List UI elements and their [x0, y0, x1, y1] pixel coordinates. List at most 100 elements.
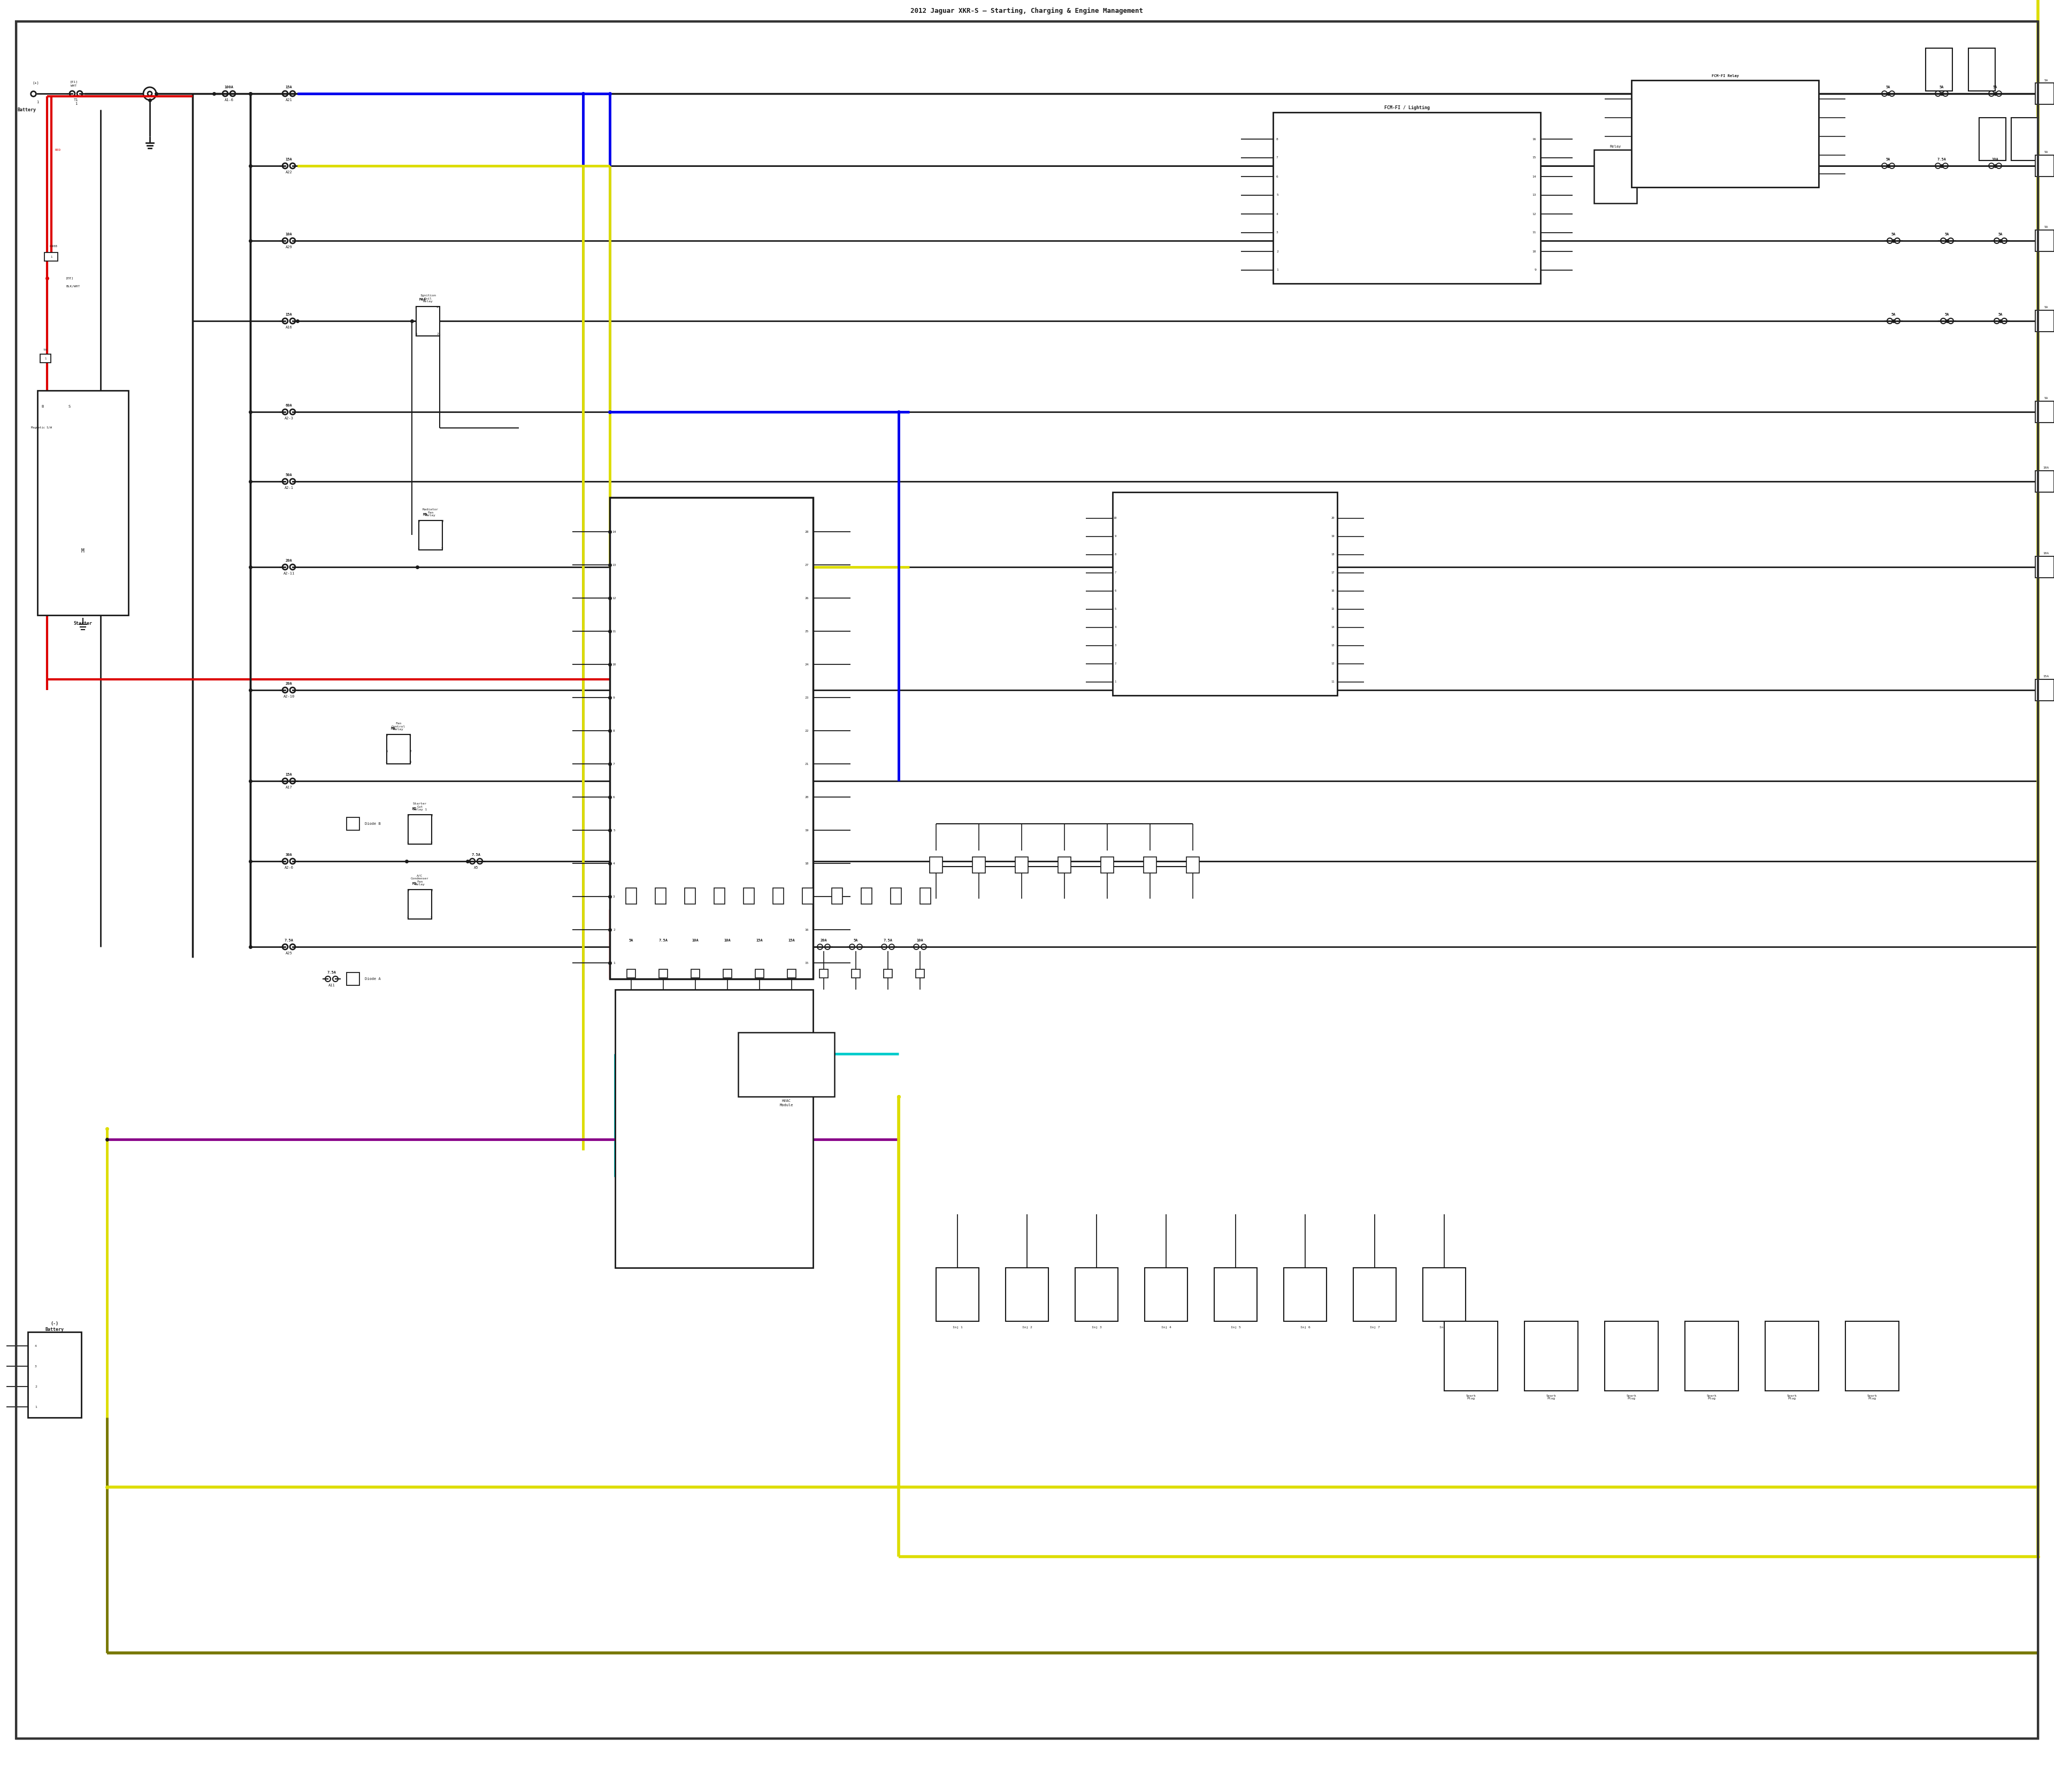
Bar: [1968, 48, 1994, 91]
Bar: [659, 969, 668, 978]
Text: 20: 20: [1331, 518, 1335, 520]
Bar: [45, 253, 58, 262]
Bar: [1006, 1267, 1048, 1321]
Bar: [347, 817, 359, 830]
Text: Inj 1: Inj 1: [953, 1326, 963, 1330]
Bar: [1764, 1321, 1818, 1391]
Text: Starter: Starter: [74, 622, 92, 625]
Bar: [626, 969, 635, 978]
Text: Spark
Plug: Spark Plug: [1787, 1394, 1797, 1400]
Bar: [626, 889, 637, 903]
Bar: [1187, 857, 1200, 873]
Text: 19: 19: [805, 830, 809, 831]
Text: Magnetic S/W: Magnetic S/W: [31, 426, 51, 430]
Text: 14: 14: [1331, 625, 1335, 629]
Bar: [2011, 118, 2038, 161]
Text: Fan
Control
Relay: Fan Control Relay: [392, 722, 405, 731]
Text: A11: A11: [329, 984, 335, 987]
Text: 15A: 15A: [756, 939, 762, 943]
Text: 5A: 5A: [1892, 314, 1896, 315]
Bar: [1844, 1321, 1898, 1391]
Text: [EE]: [EE]: [66, 276, 74, 280]
Bar: [937, 1267, 980, 1321]
Text: 5A: 5A: [2044, 151, 2048, 154]
Text: 5A: 5A: [1992, 86, 1996, 90]
Text: 12: 12: [1532, 213, 1536, 215]
Text: 15A: 15A: [286, 314, 292, 315]
Text: A2-11: A2-11: [283, 572, 294, 575]
Text: Inj 3: Inj 3: [1091, 1326, 1101, 1330]
Text: 10A: 10A: [916, 939, 924, 943]
Text: T1
1: T1 1: [74, 99, 78, 106]
Bar: [2036, 82, 2054, 104]
Bar: [723, 969, 731, 978]
Text: 7.5A: 7.5A: [659, 939, 668, 943]
Bar: [972, 857, 986, 873]
Text: 15A: 15A: [286, 158, 292, 161]
Text: 5A: 5A: [2044, 398, 2048, 400]
Text: [E1]: [E1]: [70, 81, 78, 82]
Bar: [614, 989, 813, 1267]
Text: 5A: 5A: [2044, 226, 2048, 229]
Text: A16: A16: [286, 326, 292, 330]
Bar: [1144, 857, 1156, 873]
Text: 20: 20: [805, 796, 809, 799]
Bar: [1444, 1321, 1497, 1391]
Text: FCM-FI / Lighting: FCM-FI / Lighting: [1384, 106, 1430, 111]
Text: Spark
Plug: Spark Plug: [1707, 1394, 1717, 1400]
Text: A17: A17: [286, 787, 292, 788]
Bar: [2036, 310, 2054, 332]
Text: C408: C408: [49, 246, 58, 247]
Text: 28: 28: [805, 530, 809, 532]
Bar: [690, 969, 700, 978]
Text: Spark
Plug: Spark Plug: [1627, 1394, 1637, 1400]
Text: Inj 5: Inj 5: [1230, 1326, 1241, 1330]
Text: 17: 17: [805, 896, 809, 898]
Text: 60A: 60A: [286, 403, 292, 407]
Text: M3: M3: [413, 882, 417, 885]
Text: Spark
Plug: Spark Plug: [1867, 1394, 1877, 1400]
Text: M8: M8: [390, 728, 396, 729]
Text: 24: 24: [805, 663, 809, 665]
Text: Inj 6: Inj 6: [1300, 1326, 1310, 1330]
Bar: [347, 973, 359, 986]
Bar: [386, 735, 411, 763]
Text: 12: 12: [1331, 663, 1335, 665]
Text: 15A: 15A: [789, 939, 795, 943]
Text: 100A: 100A: [224, 86, 234, 90]
Text: 15: 15: [805, 962, 809, 964]
Text: 5A: 5A: [1892, 233, 1896, 237]
Text: Ignition
Coil
Relay: Ignition Coil Relay: [419, 294, 435, 303]
Text: 1: 1: [37, 100, 39, 104]
Text: 7.5A: 7.5A: [883, 939, 893, 943]
Text: 15A: 15A: [2044, 676, 2050, 677]
Text: B: B: [41, 405, 43, 409]
Text: 10: 10: [1113, 518, 1117, 520]
Bar: [2036, 156, 2054, 177]
Bar: [744, 889, 754, 903]
Text: M44: M44: [419, 297, 425, 301]
Text: 15A: 15A: [286, 772, 292, 776]
Text: 17: 17: [1331, 572, 1335, 573]
Bar: [803, 889, 813, 903]
Text: 16: 16: [1331, 590, 1335, 593]
Bar: [1058, 857, 1070, 873]
Text: 2012 Jaguar XKR-S — Starting, Charging & Engine Management: 2012 Jaguar XKR-S — Starting, Charging &…: [910, 7, 1144, 14]
Bar: [920, 889, 930, 903]
Text: 13: 13: [1532, 194, 1536, 197]
Bar: [409, 889, 431, 919]
Text: A1-6: A1-6: [224, 99, 234, 102]
Bar: [1144, 1267, 1187, 1321]
Text: A2-1: A2-1: [283, 486, 294, 489]
Bar: [409, 814, 431, 844]
Text: A2-10: A2-10: [283, 695, 294, 699]
Bar: [1980, 118, 2007, 161]
Text: 15A: 15A: [286, 86, 292, 90]
Bar: [1684, 1321, 1738, 1391]
Text: 5A: 5A: [1939, 86, 1943, 90]
Text: 20A: 20A: [286, 683, 292, 685]
Text: 14: 14: [612, 530, 616, 532]
Text: 15: 15: [1532, 156, 1536, 159]
Bar: [1631, 81, 1818, 186]
Text: Starter
Cut
Relay 1: Starter Cut Relay 1: [413, 803, 427, 812]
